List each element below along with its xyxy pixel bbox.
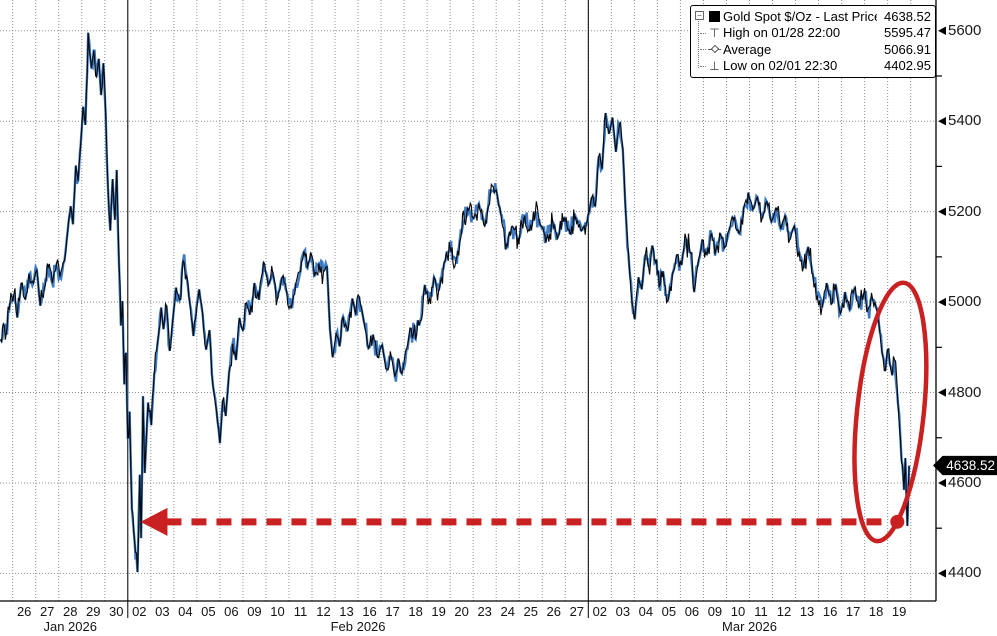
axis-tick-arrow-icon xyxy=(938,478,946,488)
x-axis-day-label: 26 xyxy=(16,604,32,619)
x-axis-day-label: 19 xyxy=(891,604,907,619)
legend-row[interactable]: Average 5066.91 xyxy=(693,41,931,58)
x-axis-day-label: 02 xyxy=(592,604,608,619)
legend-label: Gold Spot $/Oz - Last Price xyxy=(723,8,877,24)
x-axis-day-label: 11 xyxy=(293,604,308,619)
y-axis-tick-label: 4600 xyxy=(948,473,982,491)
x-axis-day-label: 27 xyxy=(569,604,585,619)
legend-tree-stub xyxy=(700,32,706,34)
legend-tree-line xyxy=(698,18,699,68)
x-axis-day-label: 17 xyxy=(845,604,861,619)
high-marker-icon: ⊤ xyxy=(709,25,720,40)
x-axis-day-label: 10 xyxy=(730,604,746,619)
y-axis-tick-label: 5000 xyxy=(948,293,982,311)
x-axis-day-label: 05 xyxy=(201,604,216,619)
price-line-blue xyxy=(0,32,911,573)
x-axis-day-label: 24 xyxy=(500,604,515,619)
x-axis-day-label: 03 xyxy=(615,604,631,619)
x-axis-month-label: Jan 2026 xyxy=(43,619,97,634)
x-axis-day-label: 16 xyxy=(362,604,377,619)
legend-box: − Gold Spot $/Oz - Last Price 4638.52 ⊤ High… xyxy=(690,5,936,78)
x-axis-day-label: 19 xyxy=(431,604,446,619)
x-axis-day-label: 03 xyxy=(155,604,170,619)
highlight-ellipse xyxy=(852,280,929,544)
x-axis-day-label: 05 xyxy=(661,604,677,619)
low-point-dot xyxy=(890,514,905,529)
x-axis-day-label: 23 xyxy=(477,604,492,619)
y-axis-tick-label: 4400 xyxy=(948,564,982,582)
x-axis-day-label: 04 xyxy=(638,604,654,619)
low-marker-icon: ⊥ xyxy=(709,58,720,73)
legend-value: 5595.47 xyxy=(884,25,931,41)
x-axis-day-label: 13 xyxy=(799,604,815,619)
y-axis-tick-label: 5200 xyxy=(948,202,982,220)
x-axis-day-label: 09 xyxy=(707,604,723,619)
average-marker-icon xyxy=(706,41,723,58)
legend-row[interactable]: ⊤ High on 01/28 22:00 5595.47 xyxy=(693,25,931,42)
axis-tick-arrow-icon xyxy=(938,116,946,126)
x-axis-day-label: 06 xyxy=(684,604,700,619)
x-axis-day-label: 28 xyxy=(62,604,78,619)
x-axis-day-label: 26 xyxy=(546,604,561,619)
x-axis-month-label: Mar 2026 xyxy=(722,619,777,634)
axis-tick-arrow-icon xyxy=(938,388,946,397)
axis-tick-arrow-icon xyxy=(938,569,946,578)
legend-value: 5066.91 xyxy=(884,41,931,57)
x-axis-day-label: 12 xyxy=(776,604,792,619)
last-price-badge: 4638.52 xyxy=(933,455,997,476)
axis-tick-arrow-icon xyxy=(938,26,946,35)
legend-label: Low on 02/01 22:30 xyxy=(723,58,838,74)
x-axis-day-label: 29 xyxy=(86,604,101,619)
x-axis-day-label: 18 xyxy=(408,604,423,619)
x-axis-day-label: 20 xyxy=(454,604,469,619)
legend-tree-stub xyxy=(700,49,706,51)
price-line-black xyxy=(0,32,910,573)
x-axis-day-label: 30 xyxy=(109,604,124,619)
x-axis-day-label: 06 xyxy=(224,604,239,619)
x-axis-day-label: 10 xyxy=(270,604,285,619)
comparison-arrow-head-icon xyxy=(140,507,168,536)
x-axis-day-label: 25 xyxy=(523,604,538,619)
legend-row[interactable]: − Gold Spot $/Oz - Last Price 4638.52 xyxy=(693,8,931,25)
y-axis-tick-label: 4800 xyxy=(948,383,982,401)
x-axis-day-label: 18 xyxy=(868,604,884,619)
x-axis-day-label: 27 xyxy=(39,604,55,619)
x-axis-day-label: 17 xyxy=(385,604,400,619)
legend-expander-icon[interactable]: − xyxy=(695,11,704,20)
axis-tick-arrow-icon xyxy=(938,297,946,307)
y-axis-tick-label: 5600 xyxy=(948,21,982,39)
y-axis-tick-label: 5400 xyxy=(948,112,982,130)
x-axis-day-label: 02 xyxy=(132,604,147,619)
x-axis-month-label: Feb 2026 xyxy=(330,619,386,634)
legend-row[interactable]: ⊥ Low on 02/01 22:30 4402.95 xyxy=(693,58,931,75)
axis-tick-arrow-icon xyxy=(938,207,946,216)
legend-value: 4638.52 xyxy=(884,8,931,24)
x-axis-day-label: 04 xyxy=(178,604,193,619)
x-axis-day-label: 12 xyxy=(316,604,331,619)
series-swatch-icon xyxy=(706,8,723,25)
x-axis-day-label: 16 xyxy=(822,604,838,619)
legend-label: Average xyxy=(723,41,772,57)
legend-tree-stub xyxy=(700,65,706,67)
legend-value: 4402.95 xyxy=(884,58,931,74)
x-axis-day-label: 13 xyxy=(339,604,354,619)
x-axis-day-label: 11 xyxy=(754,604,768,619)
legend-label: High on 01/28 22:00 xyxy=(723,25,841,41)
x-axis-day-label: 09 xyxy=(247,604,262,619)
